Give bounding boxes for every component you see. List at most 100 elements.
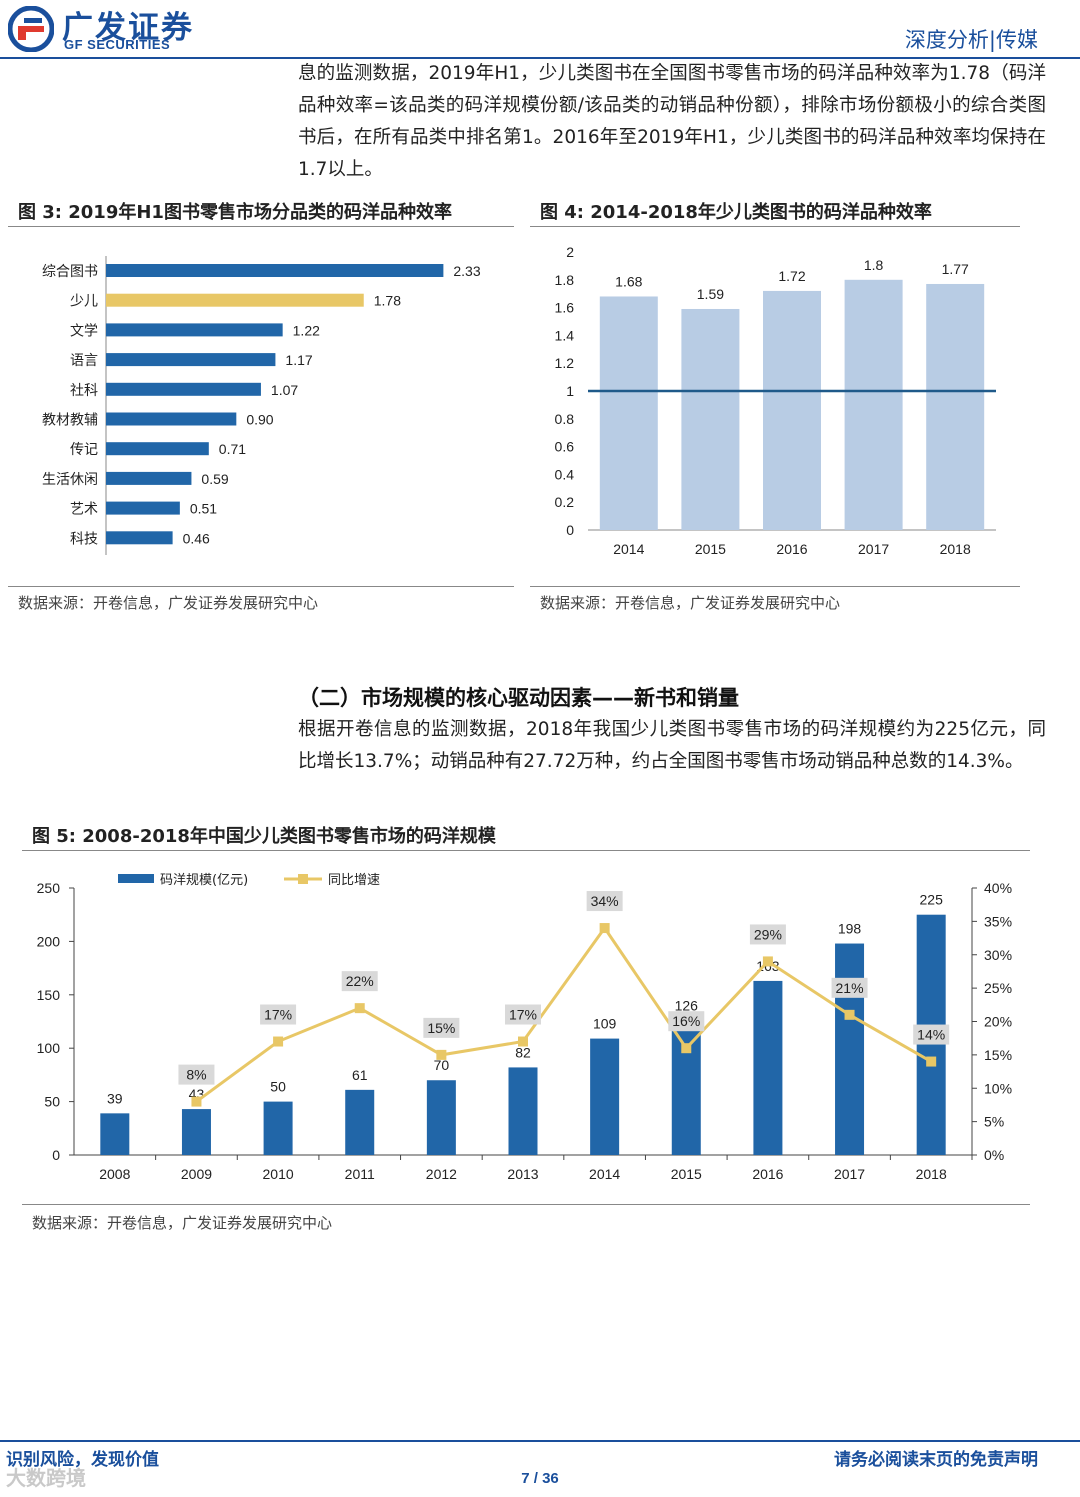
chart3-value-label: 0.90: [246, 412, 273, 428]
chart5-x-tick: 2016: [752, 1166, 783, 1182]
chart5-bar: [426, 1080, 456, 1155]
chart5-right-tick: 35%: [984, 913, 1012, 929]
chart5-right-tick: 5%: [984, 1114, 1004, 1130]
report-section-label: 深度分析|传媒: [904, 28, 1038, 52]
chart5-bar: [345, 1089, 375, 1155]
chart5-left-tick: 50: [44, 1094, 60, 1110]
watermark-text: 大数跨境: [6, 1466, 86, 1490]
chart4-y-tick: 0.8: [555, 411, 575, 427]
chart5-x-tick: 2015: [671, 1166, 702, 1182]
figure4-bottom-rule: [530, 586, 1020, 587]
chart5-x-tick: 2009: [181, 1166, 212, 1182]
chart5-right-tick: 0%: [984, 1147, 1004, 1163]
chart3-category-label: 社科: [70, 383, 98, 399]
chart3-bar: [106, 353, 276, 367]
chart5-growth-marker: [844, 1009, 855, 1020]
section-heading: （二）市场规模的核心驱动因素——新书和销量: [298, 686, 739, 710]
chart5-right-tick: 30%: [984, 947, 1012, 963]
chart5-right-tick: 40%: [984, 880, 1012, 896]
section2-paragraph: 根据开卷信息的监测数据，2018年我国少儿类图书零售市场的码洋规模约为225亿元…: [298, 719, 1046, 772]
figure5-source: 数据来源：开卷信息，广发证券发展研究中心: [32, 1214, 333, 1232]
chart5-growth-label: 29%: [754, 926, 782, 942]
chart5-bar: [835, 943, 865, 1155]
chart3-value-label: 0.71: [219, 441, 246, 457]
chart5-x-tick: 2013: [507, 1166, 538, 1182]
chart5-growth-marker: [518, 1036, 528, 1047]
chart5-growth-label-box: [586, 891, 623, 912]
chart5-growth-marker: [191, 1096, 202, 1107]
chart5-right-tick: 10%: [984, 1080, 1012, 1096]
figure3-chart: 综合图书 2.33 少儿 1.78 文学 1.22 语言 1.17 社科 1.07 教材教辅 0.90…: [42, 256, 481, 555]
chart5-growth-label: 15%: [427, 1020, 455, 1036]
footer-disclaimer: 请务必阅读末页的免责声明: [834, 1450, 1038, 1470]
chart4-value-label: 1.68: [615, 273, 642, 289]
chart5-right-tick: 25%: [984, 980, 1012, 996]
chart4-y-tick: 0: [566, 522, 574, 538]
chart5-bar-value-label: 61: [352, 1067, 368, 1083]
chart3-value-label: 0.51: [190, 501, 217, 517]
chart5-bar: [753, 980, 783, 1155]
chart3-bar: [106, 501, 180, 515]
chart5-bar: [508, 1067, 538, 1155]
chart3-value-label: 1.17: [285, 352, 312, 368]
chart3-category-label: 文学: [70, 323, 98, 339]
chart3-bar: [106, 264, 444, 277]
chart5-bar-value-label: 50: [270, 1079, 286, 1095]
chart5-left-tick: 200: [37, 933, 61, 949]
chart5-x-tick: 2011: [345, 1166, 375, 1182]
chart5-legend-line-label: 同比增速: [328, 873, 380, 888]
chart3-value-label: 1.07: [271, 382, 298, 398]
chart5-legend-bar-label: 码洋规模(亿元): [160, 873, 248, 888]
figure3-source: 数据来源：开卷信息，广发证券发展研究中心: [18, 594, 319, 612]
chart4-bar: [599, 296, 658, 530]
page-number: 7 / 36: [521, 1470, 559, 1487]
chart5-growth-label: 14%: [917, 1027, 945, 1043]
chart3-category-label: 艺术: [70, 502, 98, 518]
chart3-category-label: 传记: [70, 442, 98, 458]
chart5-growth-label: 21%: [836, 980, 864, 996]
chart3-category-label: 综合图书: [42, 264, 98, 280]
chart5-left-tick: 100: [37, 1040, 61, 1056]
chart5-growth-marker: [273, 1036, 284, 1047]
chart4-value-label: 1.59: [697, 286, 724, 302]
chart5-x-tick: 2010: [263, 1166, 294, 1182]
chart4-bar: [926, 283, 985, 530]
chart5-growth-label-box: [749, 924, 786, 945]
figure5-title: 图 5: 2008-2018年中国少儿类图书零售市场的码洋规模: [32, 826, 496, 847]
chart5-growth-marker: [926, 1056, 937, 1067]
brand-name-cn: 广发证券: [62, 10, 194, 46]
figure4-top-rule: [530, 226, 1020, 227]
chart5-growth-marker: [762, 956, 773, 967]
chart5-left-tick: 250: [37, 880, 61, 896]
chart5-growth-marker: [599, 923, 610, 934]
figure4-title: 图 4: 2014-2018年少儿类图书的码洋品种效率: [540, 202, 932, 223]
chart4-bar: [681, 308, 740, 530]
chart3-bar: [106, 442, 209, 456]
chart4-x-tick: 2018: [940, 541, 971, 557]
chart5-x-tick: 2014: [589, 1166, 620, 1182]
chart5-x-tick: 2012: [426, 1166, 457, 1182]
chart5-growth-label: 17%: [264, 1007, 292, 1023]
chart4-x-tick: 2015: [695, 541, 726, 557]
chart4-y-tick: 1.6: [555, 300, 575, 316]
chart5-bar-value-label: 109: [593, 1016, 617, 1032]
chart3-category-label: 教材教辅: [42, 413, 98, 429]
chart3-category-label: 语言: [70, 353, 98, 369]
chart5-right-tick: 20%: [984, 1014, 1012, 1030]
chart3-category-label: 科技: [70, 531, 98, 547]
chart3-category-label: 少儿: [70, 294, 98, 310]
chart4-bar: [844, 279, 903, 530]
chart3-value-label: 1.22: [293, 322, 320, 338]
chart3-bar: [106, 531, 173, 545]
chart3-bar: [106, 471, 192, 485]
chart5-left-tick: 150: [37, 987, 61, 1003]
chart5-growth-label-box: [668, 1011, 705, 1032]
chart3-bar: [106, 412, 237, 426]
gf-logo-icon: [8, 6, 54, 52]
chart5-right-tick: 15%: [984, 1047, 1012, 1063]
chart3-value-label: 0.46: [183, 530, 210, 546]
chart4-y-tick: 0.2: [555, 494, 575, 510]
figure5-top-rule: [22, 850, 1030, 851]
chart4-y-tick: 1.4: [555, 327, 575, 343]
header-divider: [0, 57, 1080, 59]
